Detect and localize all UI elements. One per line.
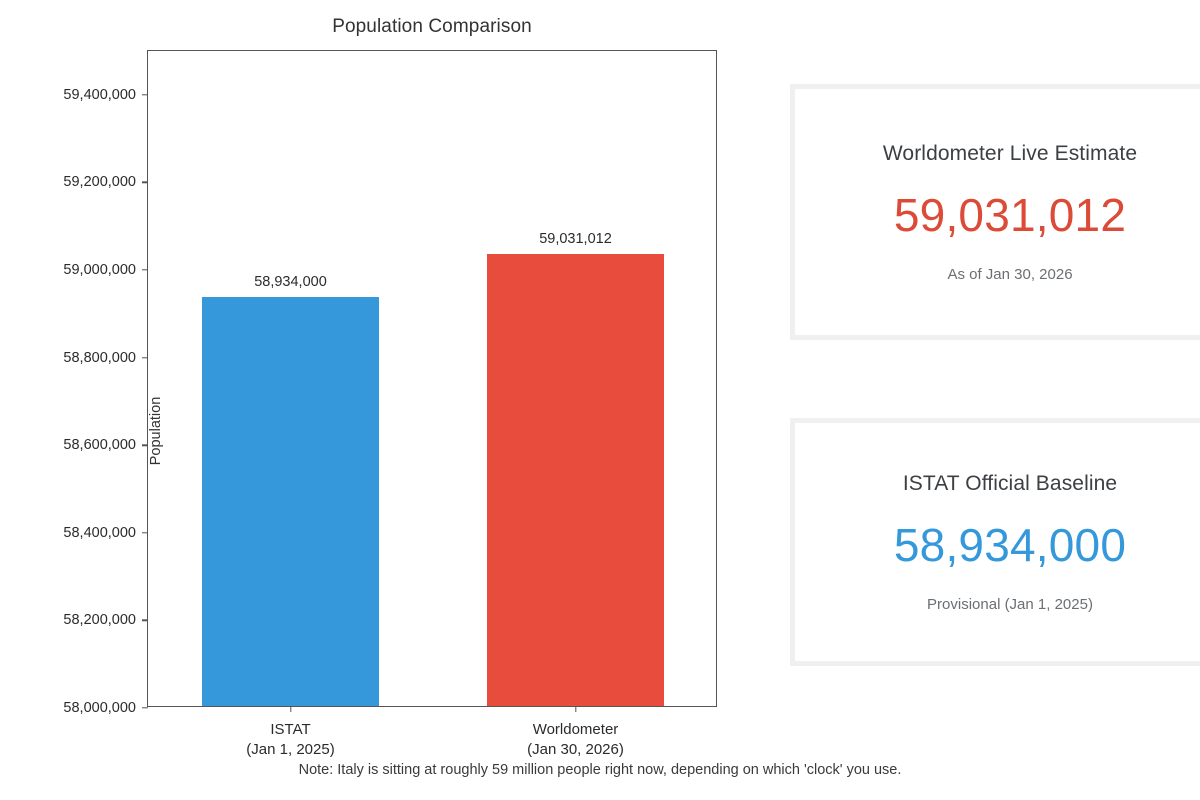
bar-value-label: 59,031,012 xyxy=(539,231,612,248)
x-axis-category-line: Worldometer xyxy=(532,721,619,738)
y-axis-tick-label: 59,000,000 xyxy=(63,262,148,278)
y-axis-tick-label: 59,200,000 xyxy=(63,174,148,190)
chart-footnote: Note: Italy is sitting at roughly 59 mil… xyxy=(298,762,902,778)
stat-card-title: Worldometer Live Estimate xyxy=(882,141,1138,165)
bar-chart-panel: Population Comparison Population 58,000,… xyxy=(0,0,760,800)
y-axis-tick-label: 59,400,000 xyxy=(63,87,148,103)
stat-card-istat: ISTAT Official Baseline 58,934,000 Provi… xyxy=(790,418,1200,666)
y-axis-tick-label: 58,800,000 xyxy=(63,350,148,366)
bar[interactable] xyxy=(487,254,664,706)
y-axis-tick-label: 58,600,000 xyxy=(63,437,148,453)
stat-card-title: ISTAT Official Baseline xyxy=(902,471,1118,495)
y-axis-tick-label: 58,000,000 xyxy=(63,700,148,716)
plot-area: Population 58,000,000 58,200,000 58,400,00… xyxy=(63,50,717,758)
x-axis-category-line: (Jan 1, 2025) xyxy=(246,740,335,758)
x-axis-category-label: Worldometer (Jan 30, 2026) xyxy=(527,720,624,760)
x-axis-category-label: ISTAT (Jan 1, 2025) xyxy=(246,720,334,760)
stat-card-subtitle: Provisional (Jan 1, 2025) xyxy=(927,595,1093,613)
chart-title: Population Comparison xyxy=(332,16,532,37)
y-axis-tick-label: 58,400,000 xyxy=(63,525,148,541)
x-axis-tick-mark xyxy=(574,706,577,712)
x-axis-category-line: ISTAT xyxy=(270,721,311,738)
stat-cards-panel: Worldometer Live Estimate 59,031,012 As … xyxy=(760,0,1200,800)
stat-card-worldometer: Worldometer Live Estimate 59,031,012 As … xyxy=(790,84,1200,340)
y-axis-tick-label: 58,200,000 xyxy=(63,612,148,628)
bar-value-label: 58,934,000 xyxy=(254,273,327,290)
stat-card-subtitle: As of Jan 30, 2026 xyxy=(947,265,1073,283)
bar[interactable] xyxy=(202,296,379,706)
x-axis-category-line: (Jan 30, 2026) xyxy=(527,740,624,758)
stat-card-value: 59,031,012 xyxy=(893,188,1127,241)
y-axis-label: Population xyxy=(148,396,164,466)
stat-card-value: 58,934,000 xyxy=(893,518,1127,571)
x-axis-tick-mark xyxy=(289,706,292,712)
